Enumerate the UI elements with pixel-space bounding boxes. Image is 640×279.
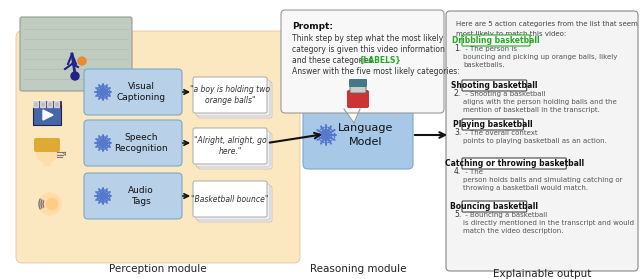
Text: Think step by step what the most likely: Think step by step what the most likely (292, 34, 444, 43)
Text: - The overall context: - The overall context (463, 130, 538, 136)
Text: Perception module: Perception module (109, 264, 207, 274)
Text: aligns with the person holding balls and the: aligns with the person holding balls and… (463, 99, 617, 105)
Text: Reasoning module: Reasoning module (310, 264, 406, 274)
FancyBboxPatch shape (462, 80, 527, 91)
FancyBboxPatch shape (84, 69, 182, 115)
Text: bouncing and picking up orange balls, likely: bouncing and picking up orange balls, li… (463, 54, 618, 60)
Text: basketballs.: basketballs. (463, 62, 504, 68)
Text: "Basketball bounce": "Basketball bounce" (191, 194, 269, 203)
Text: person holds balls and simulating catching or: person holds balls and simulating catchi… (463, 177, 623, 183)
Text: Bouncing basketball: Bouncing basketball (451, 202, 538, 211)
Text: 3.: 3. (454, 128, 461, 137)
Text: category is given this video information: category is given this video information (292, 45, 445, 54)
Text: Catching or throwing basketball: Catching or throwing basketball (445, 159, 584, 168)
Text: {LABELS}: {LABELS} (358, 56, 401, 65)
Text: and these categories: and these categories (292, 56, 375, 65)
Text: Answer with the five most likely categories:: Answer with the five most likely categor… (292, 67, 460, 76)
Text: Here are 5 action categories from the list that seem: Here are 5 action categories from the li… (456, 21, 637, 27)
Text: Speech
Recognition: Speech Recognition (114, 133, 168, 153)
Text: Visual
Captioning: Visual Captioning (116, 82, 166, 102)
FancyBboxPatch shape (193, 77, 267, 113)
FancyBboxPatch shape (16, 31, 300, 263)
FancyBboxPatch shape (84, 120, 182, 166)
Text: is directly mentioned in the transcript and would: is directly mentioned in the transcript … (463, 220, 634, 226)
Text: 4.: 4. (454, 167, 461, 176)
Text: 2.: 2. (454, 89, 461, 98)
Polygon shape (40, 101, 45, 107)
Text: "Alright, alright, go
here.": "Alright, alright, go here." (194, 136, 266, 157)
Text: Shooting basketball: Shooting basketball (451, 81, 538, 90)
Polygon shape (44, 162, 50, 165)
FancyBboxPatch shape (20, 17, 132, 91)
Polygon shape (47, 101, 52, 107)
Circle shape (71, 72, 79, 80)
Text: mention of basketball in the transcript.: mention of basketball in the transcript. (463, 107, 600, 113)
FancyBboxPatch shape (462, 201, 527, 212)
Text: 5.: 5. (454, 210, 461, 219)
Text: Dribbling basketball: Dribbling basketball (452, 36, 540, 45)
Text: "a boy is holding two
orange balls": "a boy is holding two orange balls" (190, 85, 270, 105)
FancyBboxPatch shape (33, 105, 61, 125)
Polygon shape (54, 101, 59, 107)
Text: - Shooting a basketball: - Shooting a basketball (463, 91, 545, 97)
Circle shape (39, 193, 61, 215)
Text: - The person is: - The person is (463, 46, 517, 52)
Circle shape (36, 141, 58, 163)
Text: 1.: 1. (454, 44, 461, 53)
Text: most likely to match this video:: most likely to match this video: (456, 31, 566, 37)
Text: Playing basketball: Playing basketball (453, 120, 532, 129)
FancyBboxPatch shape (349, 79, 367, 87)
FancyBboxPatch shape (462, 35, 530, 46)
FancyBboxPatch shape (303, 101, 413, 169)
Polygon shape (43, 110, 53, 120)
FancyBboxPatch shape (196, 184, 270, 220)
Polygon shape (33, 101, 38, 107)
Text: Explainable output: Explainable output (493, 269, 591, 279)
Text: match the video description.: match the video description. (463, 228, 563, 234)
FancyBboxPatch shape (196, 80, 270, 116)
FancyBboxPatch shape (33, 101, 61, 107)
FancyBboxPatch shape (196, 131, 270, 167)
FancyBboxPatch shape (462, 158, 566, 169)
FancyBboxPatch shape (198, 186, 272, 222)
FancyBboxPatch shape (446, 11, 638, 271)
Text: Prompt:: Prompt: (292, 22, 333, 31)
FancyBboxPatch shape (34, 138, 60, 152)
Circle shape (350, 82, 366, 98)
FancyBboxPatch shape (347, 90, 369, 108)
Text: throwing a basketball would match.: throwing a basketball would match. (463, 185, 588, 191)
Text: Audio
Tags: Audio Tags (128, 186, 154, 206)
FancyBboxPatch shape (281, 10, 444, 113)
FancyBboxPatch shape (193, 128, 267, 164)
FancyBboxPatch shape (193, 181, 267, 217)
Text: - Bouncing a basketball: - Bouncing a basketball (463, 212, 547, 218)
Text: .: . (383, 56, 386, 65)
Text: Language
Model: Language Model (339, 123, 394, 146)
Text: - The: - The (463, 169, 483, 175)
FancyBboxPatch shape (84, 173, 182, 219)
Polygon shape (344, 108, 360, 123)
Text: points to playing basketball as an action.: points to playing basketball as an actio… (463, 138, 607, 144)
FancyBboxPatch shape (462, 119, 524, 130)
FancyBboxPatch shape (198, 82, 272, 118)
Circle shape (78, 57, 86, 65)
Circle shape (46, 198, 58, 210)
FancyBboxPatch shape (198, 133, 272, 169)
FancyBboxPatch shape (350, 86, 366, 93)
